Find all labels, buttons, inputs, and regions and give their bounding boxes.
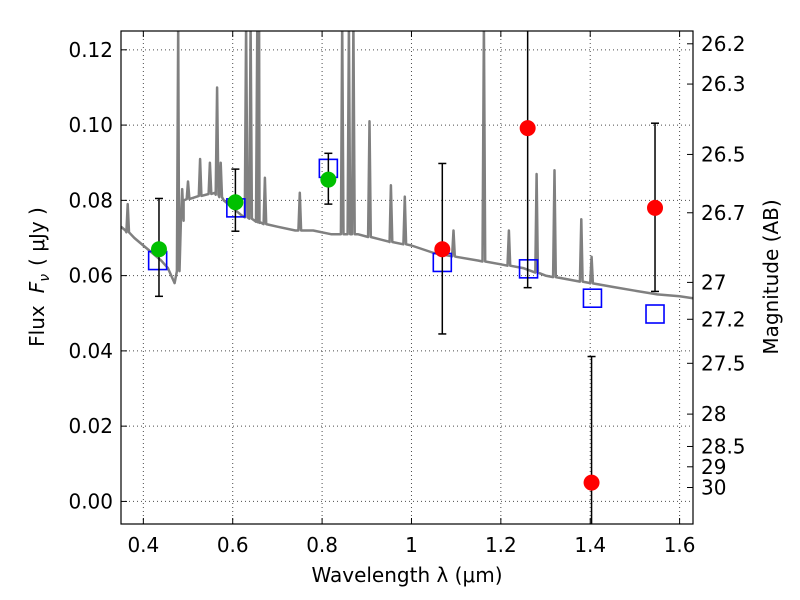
model-photometry-square bbox=[518, 259, 539, 279]
mag-tick-label: 26.5 bbox=[701, 142, 746, 166]
y-tick-label: 0.08 bbox=[68, 188, 113, 212]
x-tick-label: 0.6 bbox=[217, 533, 249, 557]
y-tick-label: 0.04 bbox=[68, 339, 113, 363]
y2-axis-label: Magnitude (AB) bbox=[759, 199, 783, 354]
mag-tick-label: 28 bbox=[701, 402, 726, 426]
y-axis-label-prefix: Flux bbox=[25, 305, 49, 347]
model-photometry-square bbox=[582, 288, 603, 308]
y-axis-label-sub: ν bbox=[37, 274, 53, 282]
x-tick-label: 1.4 bbox=[574, 533, 606, 557]
low-sn-point bbox=[434, 241, 451, 258]
x-tick-label: 0.8 bbox=[306, 533, 338, 557]
x-axis-label: Wavelength λ (μm) bbox=[311, 563, 502, 587]
low-sn-point bbox=[519, 120, 536, 137]
y-tick-label: 0.06 bbox=[68, 264, 113, 288]
mag-tick-label: 26.2 bbox=[701, 32, 746, 56]
mag-tick-label: 26.3 bbox=[701, 72, 746, 96]
y-axis-label: Flux Fν ( μJy ) bbox=[25, 207, 53, 347]
y-tick-label: 0.00 bbox=[68, 489, 113, 513]
plot-frame bbox=[120, 30, 694, 525]
mag-tick-label: 26.7 bbox=[701, 201, 746, 225]
x-tick-label: 1.2 bbox=[485, 533, 517, 557]
photometry-layer bbox=[147, 31, 665, 524]
y-tick-label: 0.10 bbox=[68, 113, 113, 137]
mag-tick-label: 27.2 bbox=[701, 307, 746, 331]
x-tick-label: 0.4 bbox=[127, 533, 159, 557]
y-axis-label-unit: ( μJy ) bbox=[25, 207, 49, 266]
y-tick-label: 0.02 bbox=[68, 414, 113, 438]
low-sn-point bbox=[583, 474, 600, 491]
mag-tick-label: 30 bbox=[701, 475, 726, 499]
model-sed-layer bbox=[121, 31, 693, 300]
x-tick-label: 1.6 bbox=[664, 533, 696, 557]
model-sed-line bbox=[121, 31, 693, 300]
x-tick-label: 1 bbox=[405, 533, 418, 557]
y-axis-label-var: F bbox=[25, 281, 49, 293]
detection-point bbox=[227, 194, 244, 211]
detection-point bbox=[150, 241, 167, 258]
grid bbox=[121, 31, 693, 524]
axis-ticks: 0.4 0.6 0.8 1 1.2 1.4 1.6 0.00 0.02 0.04 0.06 0.08 0… bbox=[68, 31, 746, 557]
detection-point bbox=[320, 171, 337, 188]
y-tick-label: 0.12 bbox=[68, 38, 113, 62]
low-sn-point bbox=[647, 199, 664, 216]
model-photometry-square bbox=[645, 304, 665, 324]
mag-tick-label: 29 bbox=[701, 455, 726, 479]
mag-tick-label: 27.5 bbox=[701, 351, 746, 375]
mag-tick-label: 27 bbox=[701, 270, 726, 294]
mag-tick-label: 28.5 bbox=[701, 434, 746, 458]
